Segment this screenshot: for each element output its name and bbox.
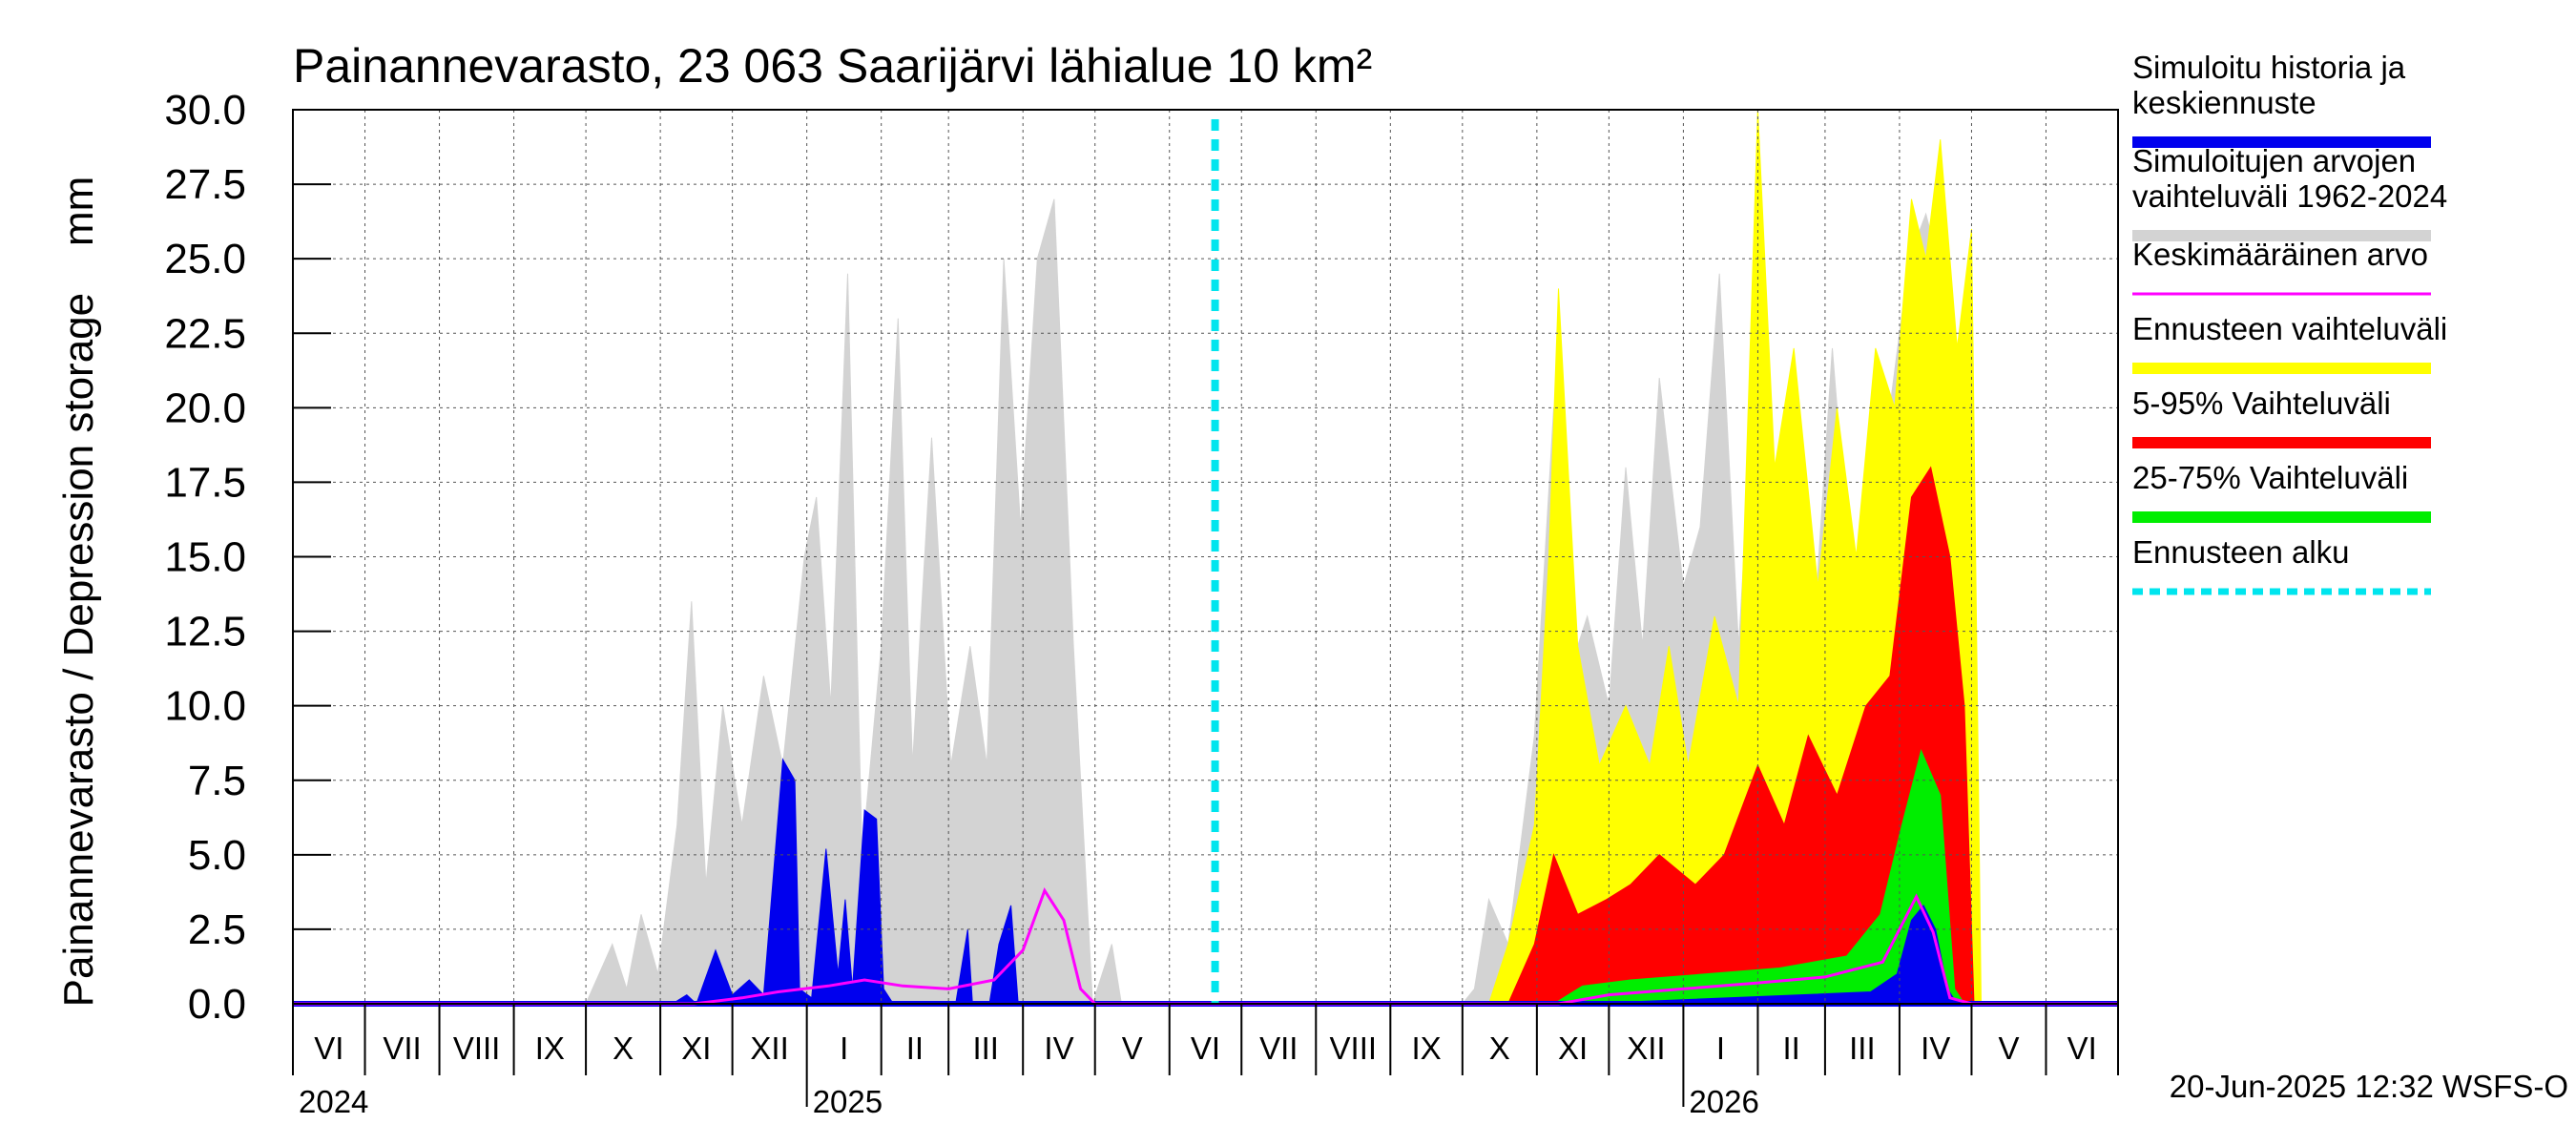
grid-lines (293, 109, 2118, 1005)
x-year-label: 2024 (299, 1084, 368, 1119)
x-month-label: VII (383, 1030, 421, 1066)
y-tick-label: 15.0 (164, 534, 246, 581)
x-month-label: VIII (1330, 1030, 1378, 1066)
legend-label-history: Simuloitu historia ja (2132, 50, 2406, 85)
y-tick-label: 25.0 (164, 236, 246, 282)
x-year-label: 2026 (1689, 1084, 1758, 1119)
x-month-label: X (1489, 1030, 1510, 1066)
x-axis: VI VII VIII IX X XI XII I II III IV V VI VII VIII IX X XI… (292, 1004, 2119, 1119)
series-line-mean (293, 886, 2118, 1006)
x-year-label: 2025 (813, 1084, 883, 1119)
x-month-label: I (1716, 1030, 1725, 1066)
x-month-label: XI (681, 1030, 711, 1066)
legend-label-range_1962_2024: vaihteluväli 1962-2024 (2132, 178, 2447, 214)
legend-label-history: keskiennuste (2132, 85, 2316, 120)
legend-label-forecast_start: Ennusteen alku (2132, 534, 2350, 570)
x-month-label: XII (750, 1030, 788, 1066)
y-tick-label: 27.5 (164, 161, 246, 208)
x-month-label: VI (314, 1030, 343, 1066)
y-tick-label: 0.0 (188, 981, 246, 1028)
y-tick-label: 30.0 (164, 87, 246, 134)
y-tick-label: 12.5 (164, 609, 246, 656)
legend-label-range_1962_2024: Simuloitujen arvojen (2132, 143, 2416, 178)
chart-title: Painannevarasto, 23 063 Saarijärvi lähia… (293, 39, 1372, 93)
x-month-label: XI (1558, 1030, 1588, 1066)
x-month-label: VI (1191, 1030, 1220, 1066)
y-tick-label: 5.0 (188, 832, 246, 879)
y-axis-label: Painannevarasto / Depression storage mm (55, 177, 102, 1008)
y-tick-label: 17.5 (164, 459, 246, 506)
legend-label-p25_75: 25-75% Vaihteluväli (2132, 460, 2408, 495)
x-month-label: III (1849, 1030, 1876, 1066)
x-month-label: IX (1412, 1030, 1442, 1066)
x-month-label: V (1998, 1030, 2019, 1066)
x-month-label: IV (1921, 1030, 1950, 1066)
x-month-label: II (906, 1030, 924, 1066)
x-month-label: IV (1044, 1030, 1073, 1066)
x-month-label: XII (1627, 1030, 1665, 1066)
timestamp-footer: 20-Jun-2025 12:32 WSFS-O (2170, 1069, 2568, 1104)
x-month-label: VIII (453, 1030, 501, 1066)
legend-label-mean: Keskimääräinen arvo (2132, 237, 2428, 272)
x-month-label: VI (2067, 1030, 2097, 1066)
x-month-label: VII (1259, 1030, 1298, 1066)
x-month-label: III (972, 1030, 999, 1066)
y-axis-ticks: 0.0 2.5 5.0 7.5 10.0 12.5 15.0 17.5 20.0 22.5 25.0… (164, 87, 331, 1028)
y-tick-label: 7.5 (188, 758, 246, 804)
x-month-label: X (613, 1030, 634, 1066)
x-month-label: IX (535, 1030, 565, 1066)
legend-label-forecast_range: Ennusteen vaihteluväli (2132, 311, 2447, 346)
legend-label-p5_95: 5-95% Vaihteluväli (2132, 385, 2391, 421)
y-tick-label: 22.5 (164, 310, 246, 357)
x-month-label: V (1122, 1030, 1143, 1066)
x-month-label: I (840, 1030, 848, 1066)
y-tick-label: 20.0 (164, 385, 246, 431)
series-area-p5_95 (1506, 466, 1975, 1005)
y-tick-label: 2.5 (188, 906, 246, 953)
y-tick-label: 10.0 (164, 683, 246, 730)
series-area-p25_75 (1551, 748, 1965, 1005)
x-month-label: II (1783, 1030, 1800, 1066)
